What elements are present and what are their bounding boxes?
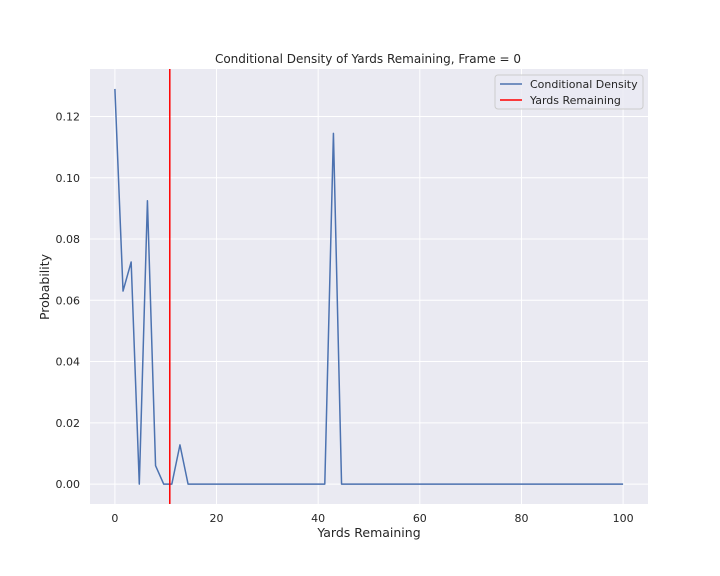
y-tick-label: 0.10 [56,172,81,185]
y-tick-label: 0.04 [56,356,81,369]
plot-area [90,69,648,504]
x-tick-label: 0 [111,512,118,525]
legend-label-yards-remaining: Yards Remaining [529,94,621,107]
grid [90,69,648,504]
x-tick-label: 80 [514,512,528,525]
x-tick-label: 100 [613,512,634,525]
series-group [114,88,624,485]
series-line-conditional-density [114,88,624,485]
x-tick-labels: 0 20 40 60 80 100 [111,512,633,525]
y-tick-label: 0.00 [56,478,81,491]
legend: Conditional Density Yards Remaining [494,74,644,110]
x-axis-label: Yards Remaining [316,525,420,540]
y-tick-label: 0.02 [56,417,81,430]
x-tick-label: 60 [413,512,427,525]
x-tick-label: 40 [311,512,325,525]
legend-label-conditional-density: Conditional Density [530,78,638,91]
y-tick-label: 0.08 [56,233,81,246]
x-tick-label: 20 [210,512,224,525]
legend-box [494,74,644,110]
y-tick-label: 0.12 [56,110,81,123]
chart-title: Conditional Density of Yards Remaining, … [215,52,521,66]
y-axis-label: Probability [37,253,52,320]
y-tick-labels: 0.00 0.02 0.04 0.06 0.08 0.10 0.12 [56,110,81,491]
y-tick-label: 0.06 [56,294,81,307]
